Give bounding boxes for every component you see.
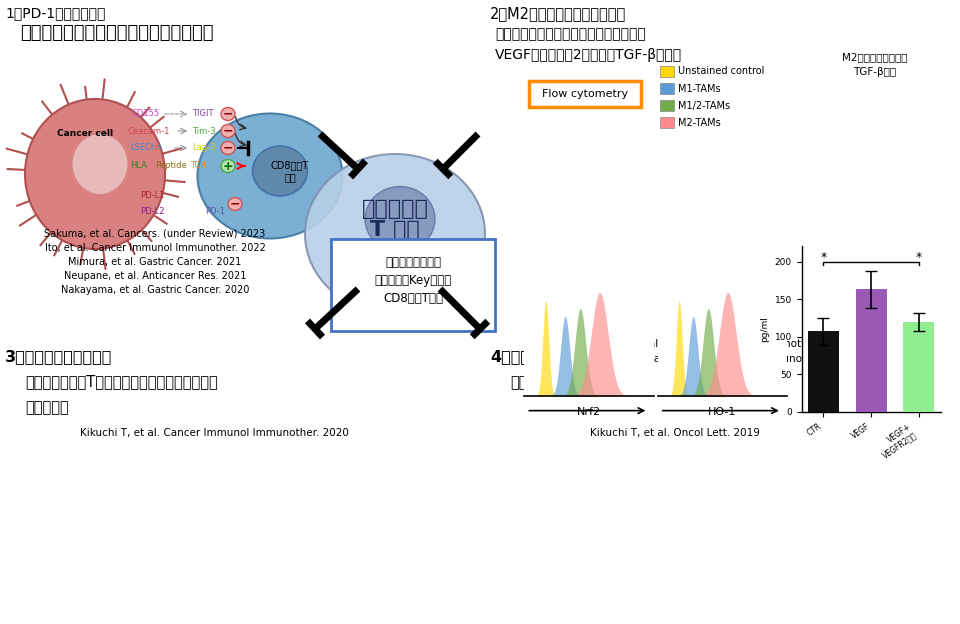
Text: −: − [223,142,233,155]
Ellipse shape [365,187,435,251]
Ellipse shape [221,125,235,137]
Text: M2-TAMs: M2-TAMs [678,117,721,127]
X-axis label: HO-1: HO-1 [708,407,736,417]
Text: PD-L1: PD-L1 [140,192,164,200]
Text: CD8陽性T細胞: CD8陽性T細胞 [383,292,443,305]
Text: +: + [223,160,233,172]
Text: −: − [223,107,233,120]
Text: M1/2-TAMs: M1/2-TAMs [678,100,731,110]
Text: Ito, et al. Cancer Immunol Immunother. 2023: Ito, et al. Cancer Immunol Immunother. 2… [615,339,851,349]
Ellipse shape [221,142,235,155]
Bar [660,66,674,77]
Bar [903,321,934,412]
Text: Unstained control: Unstained control [678,67,764,77]
Ellipse shape [360,279,410,319]
Text: −: − [223,125,233,137]
Text: Lag-3: Lag-3 [192,144,215,152]
Text: −: − [229,198,240,210]
Bar [660,100,674,111]
Ellipse shape [73,134,128,194]
Text: 免疫療法のKeyとなる: 免疫療法のKeyとなる [374,274,451,287]
Text: Sakuma, et al. Cancers. (under Review) 2023: Sakuma, et al. Cancers. (under Review) 2… [44,229,266,239]
Text: 関連する制御性T細胞と腫瘍関連マクロファージ: 関連する制御性T細胞と腫瘍関連マクロファージ [25,374,218,389]
Text: 細胞傷害性: 細胞傷害性 [362,199,428,219]
X-axis label: Nrf2: Nrf2 [577,407,601,417]
Text: Neupane, et al. Anticancer Res. 2021: Neupane, et al. Anticancer Res. 2021 [63,271,246,281]
Y-axis label: pg/ml: pg/ml [760,316,769,342]
FancyBboxPatch shape [529,81,641,107]
Ellipse shape [228,198,242,210]
Ellipse shape [305,154,485,314]
Text: M1-TAMs: M1-TAMs [678,84,721,94]
Text: 4）大腸癌サブタイプ別に: 4）大腸癌サブタイプ別に [490,349,607,364]
Text: *: * [821,251,827,264]
Text: PD-1: PD-1 [205,207,225,215]
Text: Tim-3: Tim-3 [192,127,216,135]
Text: Mimura, et al. Gastric Cancer. 2021: Mimura, et al. Gastric Cancer. 2021 [68,257,242,267]
Text: Kikuchi T, et al. Cancer Immunol Immunother. 2020: Kikuchi T, et al. Cancer Immunol Immunot… [80,428,348,438]
Text: *: * [916,251,922,264]
Text: 2）M2腫瘍関連マクロファージ: 2）M2腫瘍関連マクロファージ [490,6,626,21]
Text: おける腫瘍浸潤T細胞数: おける腫瘍浸潤T細胞数 [510,374,607,389]
Text: の浸潤頻度: の浸潤頻度 [25,400,69,415]
FancyBboxPatch shape [331,239,495,331]
Text: Ceacam-1: Ceacam-1 [128,127,170,135]
Text: Nakayama, et al. Gastric Cancer. 2020: Nakayama, et al. Gastric Cancer. 2020 [60,285,250,295]
Ellipse shape [221,107,235,120]
Text: 酸化ストレス抵抗性に伴う浸潤頻度増加: 酸化ストレス抵抗性に伴う浸潤頻度増加 [495,27,646,41]
Text: CD155: CD155 [132,109,160,119]
Text: 1）PD-1経路を含めた: 1）PD-1経路を含めた [5,6,106,20]
Bar [855,290,887,412]
Bar [660,117,674,128]
Text: T 細胞: T 細胞 [371,220,420,240]
Text: 複数の抑制性免疫チェックポイント経路: 複数の抑制性免疫チェックポイント経路 [20,24,213,42]
Text: VEGFレセプター2を介するTGF-βの産生: VEGFレセプター2を介するTGF-βの産生 [495,48,683,62]
Text: CD8陽性T
細胞: CD8陽性T 細胞 [271,160,309,182]
Text: Peptide: Peptide [155,162,187,170]
Text: 3）特定の腸内細菌叢が: 3）特定の腸内細菌叢が [5,349,112,364]
Ellipse shape [198,114,343,238]
Ellipse shape [221,160,235,172]
Text: M2マクロファージの: M2マクロファージの [842,52,908,62]
Bar [660,83,674,94]
Text: Cancer cell: Cancer cell [57,130,113,139]
Text: Ito, et al. Cancer Immunol Immunother. 2022: Ito, et al. Cancer Immunol Immunother. 2… [44,243,265,253]
Text: HLA: HLA [130,162,147,170]
Text: TGF-β産生: TGF-β産生 [853,67,897,77]
Text: Kikuchi T, et al. Oncol Lett. 2019: Kikuchi T, et al. Oncol Lett. 2019 [590,428,760,438]
Text: LSECtin: LSECtin [130,144,162,152]
Text: PD-L2: PD-L2 [140,207,164,215]
Text: TIGIT: TIGIT [192,109,213,119]
Bar [808,331,839,412]
Text: Min, et al. Cancer Immunol Immunother. 2021: Min, et al. Cancer Immunol Immunother. 2… [615,354,855,364]
Text: TCR: TCR [190,162,206,170]
Text: 癌細胞を攻撃する: 癌細胞を攻撃する [385,256,441,269]
Text: Flow cytometry: Flow cytometry [542,89,628,99]
Ellipse shape [25,99,165,249]
Ellipse shape [252,146,307,196]
